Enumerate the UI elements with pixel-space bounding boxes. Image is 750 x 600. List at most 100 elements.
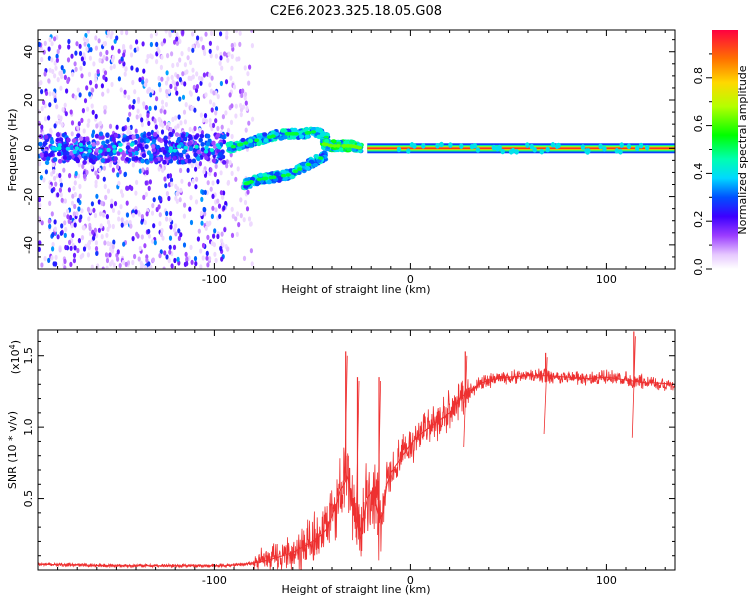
spectrogram-cell: [219, 245, 223, 252]
spectrogram-cell: [229, 75, 233, 81]
spectrogram-cell: [198, 127, 202, 133]
spectrogram-cell: [168, 217, 172, 223]
spectrogram-cell: [145, 169, 149, 176]
spectrogram-cell: [194, 166, 198, 172]
colorbar: 0.0 0.2 0.4 0.6 0.8 Normalized spectral ampl…: [692, 30, 749, 276]
spectrogram-cell: [157, 82, 162, 88]
spectrogram-cell: [175, 90, 179, 96]
spectrogram-cell: [67, 38, 71, 45]
spectrogram-cell: [179, 187, 183, 193]
spectrogram-cell: [160, 227, 164, 234]
spectrogram-cell: [104, 252, 109, 258]
spectrogram-cell: [140, 158, 145, 164]
spectrogram-cell: [75, 211, 79, 217]
spectrogram-cell: [168, 30, 172, 36]
spectrogram-cell: [151, 147, 156, 153]
spectrogram-cell: [187, 158, 192, 164]
spectrogram-cell: [125, 157, 130, 162]
spectrogram-cell: [310, 130, 316, 134]
colorbar-gradient: [712, 30, 738, 269]
spectrogram-cell: [299, 134, 305, 139]
spectrogram-cell: [180, 178, 184, 184]
spectrogram-cell: [104, 194, 108, 200]
spectrogram-cell: [66, 137, 71, 143]
spectrogram-plot-area: [38, 30, 675, 269]
spectrogram-cell: [204, 155, 209, 161]
spectrogram-cell: [187, 134, 193, 139]
spectrogram-cell: [222, 205, 226, 211]
carrier-blob: [459, 143, 464, 149]
spectrogram-cell: [251, 116, 255, 122]
spectrogram-cell: [97, 38, 101, 44]
spectrogram-cell: [117, 76, 121, 82]
spectrogram-cell: [216, 125, 220, 132]
spectrogram-cell: [63, 220, 67, 226]
spectrogram-cell: [48, 67, 52, 73]
spectrogram-xlabel: Height of straight line (km): [281, 283, 430, 296]
spectrogram-cell: [176, 123, 180, 129]
spectrogram-cell: [125, 145, 131, 151]
spectrogram-cell: [192, 147, 198, 153]
spectrogram-cell: [39, 152, 44, 158]
spectrogram-cell: [145, 211, 149, 217]
carrier-blob: [495, 146, 500, 152]
spectrogram-cell: [82, 225, 86, 231]
spectrogram-cell: [94, 113, 98, 119]
spectrogram-cell: [174, 223, 178, 229]
spectrogram-cell: [240, 137, 246, 143]
spectrogram-cell: [53, 97, 57, 103]
spectrogram-cell: [225, 34, 229, 40]
spectrogram-cell: [103, 109, 107, 115]
spectrogram-cell: [58, 44, 62, 50]
spectrogram-cell: [94, 77, 98, 83]
spectrogram-cell: [78, 193, 82, 199]
spectrogram-cell: [57, 143, 62, 147]
spectrogram-cell: [109, 261, 113, 267]
spectrogram-cell: [94, 148, 100, 153]
spectrogram-cell: [102, 165, 106, 171]
spectrogram-cell: [186, 55, 190, 61]
spectrogram-cell: [90, 201, 94, 207]
spectrogram-cell: [183, 62, 187, 68]
spectrogram-cell: [47, 257, 51, 263]
spectrogram-cell: [62, 155, 68, 161]
spectrogram-cell: [44, 160, 50, 166]
spectrogram-cell: [153, 118, 157, 124]
spectrogram-cell: [131, 236, 135, 242]
spectrogram-cell: [98, 131, 104, 137]
spectrogram-cell: [270, 134, 276, 138]
spectrogram-cell: [167, 258, 171, 264]
spectrogram-cell: [83, 155, 88, 161]
spectrogram-cell: [219, 170, 223, 176]
spectrogram-cell: [94, 179, 98, 185]
spectrogram-cell: [164, 183, 168, 189]
carrier-blob: [614, 148, 619, 154]
spectrogram-cell: [225, 142, 231, 147]
spectrogram-cell: [78, 50, 83, 57]
spectrogram-cell: [140, 117, 144, 123]
spectrogram-axes: -100 0 100 -40 -20 0 20 40: [22, 30, 675, 286]
spectrogram-cell: [105, 158, 111, 164]
spectrogram-cell: [50, 41, 54, 47]
spectrogram-cell: [244, 127, 248, 133]
spectrogram-cell: [149, 264, 153, 269]
spectrogram-cell: [206, 133, 211, 139]
spectrogram-cell: [56, 192, 60, 198]
spectrogram-cell: [56, 77, 60, 83]
spectrogram-xtick-label: -100: [202, 273, 227, 286]
spectrogram-cell: [40, 56, 44, 63]
spectrogram-cell: [247, 216, 252, 222]
spectrogram-cell: [54, 65, 58, 71]
spectrogram-cell: [49, 151, 54, 157]
spectrogram-cell: [135, 179, 139, 185]
spectrogram-cell: [235, 231, 239, 237]
spectrogram-cell: [51, 146, 57, 151]
spectrogram-cell: [210, 213, 214, 219]
spectrogram-cell: [230, 65, 234, 71]
carrier-blob: [580, 144, 586, 150]
spectrogram-cell: [234, 216, 238, 222]
spectrogram-cell: [176, 256, 180, 262]
spectrogram-cell: [134, 209, 138, 215]
spectrogram-cell: [40, 146, 45, 152]
spectrogram-cell: [178, 57, 182, 63]
